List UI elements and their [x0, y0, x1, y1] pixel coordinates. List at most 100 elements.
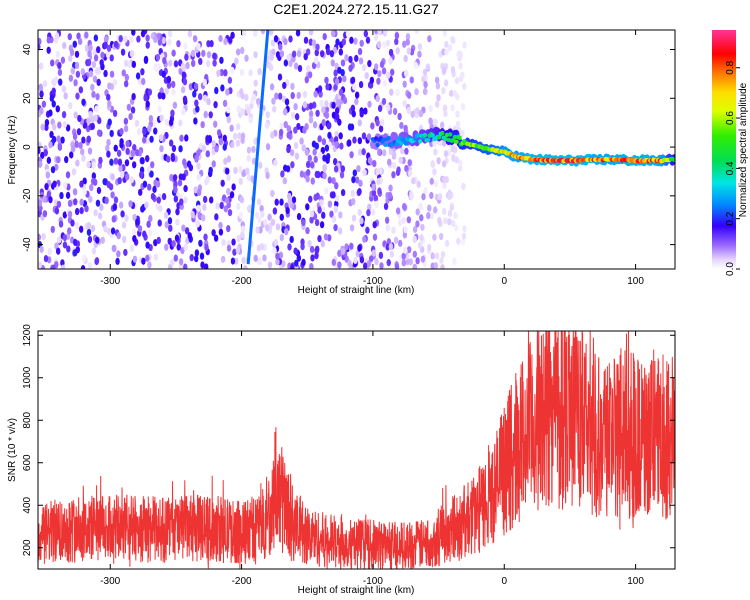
spectrogram-cell: [51, 87, 56, 95]
spectrogram-cell: [354, 91, 360, 99]
spectrogram-cell: [353, 256, 358, 265]
spectrogram-cell: [430, 160, 436, 169]
spectrogram-cell: [287, 243, 292, 251]
spectrogram-cell: [286, 54, 291, 62]
snr-x-tick-label: 0: [501, 576, 507, 587]
spectrogram-cell: [71, 168, 77, 176]
spectrogram-cell: [62, 241, 68, 249]
spectrogram-cell: [265, 224, 270, 232]
spectrogram-cell: [429, 212, 435, 220]
spectrogram-cell: [178, 119, 183, 127]
spectrogram-cell: [333, 205, 339, 213]
spectrogram-cell: [87, 262, 93, 269]
spectrogram-cell: [392, 151, 397, 159]
spectrogram-cell: [278, 43, 283, 51]
spectrogram-cell: [320, 206, 326, 214]
spectrogram-cell: [146, 220, 151, 228]
spectrogram-cell: [301, 258, 306, 266]
spectrogram-cell: [462, 225, 467, 233]
spectrogram-cell: [155, 53, 161, 62]
spectrogram-cell: [49, 130, 54, 139]
spectrogram-cell: [149, 170, 154, 178]
spectrogram-cell: [321, 138, 327, 146]
spectrogram-cell: [303, 36, 309, 44]
spectrogram-cell: [415, 220, 420, 228]
spectrogram-cell: [240, 231, 245, 239]
spectrogram-cell: [405, 258, 410, 266]
spectrogram-cell: [86, 59, 92, 67]
spectrogram-cell: [405, 32, 411, 41]
spectrogram-cell: [372, 233, 378, 241]
spectrogram-cell: [386, 71, 391, 79]
spectrogram-cell: [118, 164, 123, 173]
spectrogram-cell: [417, 43, 423, 51]
spectrogram-cell: [405, 38, 410, 46]
spectrogram-cell: [387, 158, 392, 166]
spectrogram-cell: [206, 98, 211, 106]
spectrogram-cell: [93, 114, 98, 122]
spectrogram-cell: [106, 138, 111, 147]
spectrogram-cell: [389, 68, 395, 76]
spectrogram-cell: [173, 195, 179, 203]
spectrogram-ridge-cell: [403, 141, 409, 146]
spectrogram-cell: [156, 196, 161, 204]
spectrogram-cell: [113, 157, 119, 165]
spectrogram-cell: [274, 198, 279, 206]
spectrogram-cell: [333, 224, 338, 232]
spectrogram-cell: [123, 59, 129, 67]
spectrogram-cell: [167, 38, 172, 46]
spectrogram-cell: [335, 113, 340, 121]
spectrogram-cell: [41, 100, 47, 108]
spectrogram-ridge-cell: [375, 142, 380, 148]
spectrogram-cell: [76, 32, 81, 40]
spectrogram-cell: [142, 230, 147, 238]
spectrogram-cell: [73, 79, 78, 87]
spectrogram-cell: [140, 68, 145, 76]
colorbar-tick-label: 0.0: [725, 262, 736, 276]
spectrogram-cell: [443, 79, 449, 87]
spectrogram-cell: [38, 233, 41, 241]
spectrogram-cell: [223, 37, 228, 46]
spectrogram-cell: [322, 172, 327, 180]
spectrogram-cell: [95, 93, 100, 101]
spectrogram-cell: [432, 233, 437, 241]
spectrogram-cell: [394, 31, 400, 40]
spectrogram-y-tick-label: -20: [22, 188, 33, 203]
spectrogram-cell: [121, 235, 127, 244]
spectrogram-cell: [176, 40, 181, 48]
spectrogram-cell: [205, 150, 210, 158]
spectrogram-cell: [402, 246, 408, 254]
spectrogram-cell: [70, 219, 75, 227]
spectrogram-cell: [407, 169, 413, 177]
spectrogram-cell: [277, 73, 283, 81]
spectrogram-cell: [88, 44, 93, 52]
spectrogram-cell: [420, 255, 426, 263]
spectrogram-cell: [48, 109, 53, 117]
spectrogram-cell: [167, 237, 172, 245]
spectrogram-cell: [357, 119, 362, 127]
spectrogram-cell: [233, 257, 239, 265]
spectrogram-cell: [290, 264, 295, 269]
spectrogram-cell: [388, 48, 394, 57]
spectrogram-cell: [309, 263, 314, 269]
spectrogram-cell: [84, 44, 90, 52]
spectrogram-cell: [447, 209, 453, 218]
spectrogram-cell: [309, 216, 314, 224]
spectrogram-cell: [241, 30, 247, 37]
spectrogram-cell: [183, 42, 188, 50]
spectrogram-cell: [433, 180, 439, 188]
spectrogram-cell: [248, 116, 253, 124]
spectrogram-cell: [349, 242, 354, 250]
spectrogram-cell: [57, 121, 62, 129]
spectrogram-cell: [148, 114, 154, 123]
spectrogram-cell: [296, 50, 302, 58]
spectrogram-cell: [461, 182, 466, 191]
spectrogram-cell: [213, 234, 219, 242]
colorbar-gradient: [712, 30, 736, 269]
spectrogram-cell: [349, 224, 355, 232]
spectrogram-cell: [226, 173, 231, 182]
spectrogram-cell: [258, 161, 263, 169]
spectrogram-cell: [111, 215, 117, 223]
spectrogram-cell: [418, 202, 423, 211]
spectrogram-cell: [283, 108, 288, 116]
